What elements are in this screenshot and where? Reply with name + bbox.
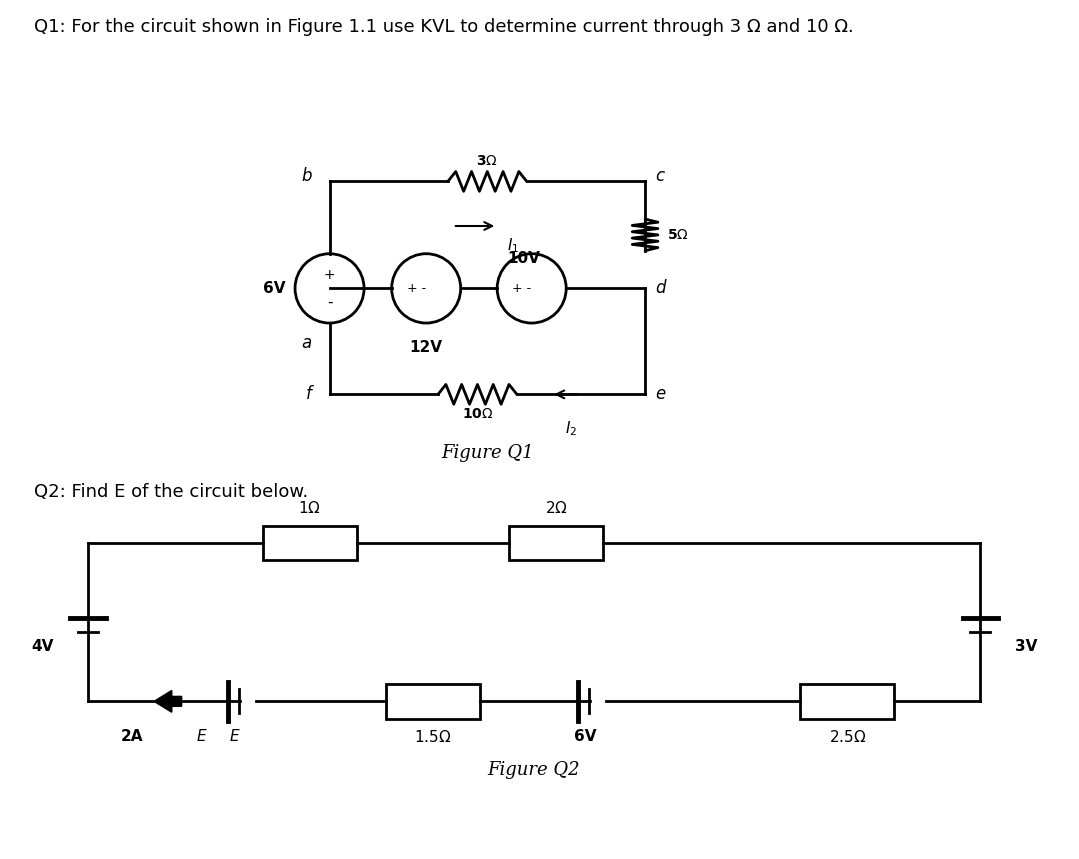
Text: E: E xyxy=(230,729,240,744)
Text: 2$\Omega$: 2$\Omega$ xyxy=(545,500,568,515)
Bar xyxy=(801,684,894,719)
Text: 2.5$\Omega$: 2.5$\Omega$ xyxy=(829,728,865,745)
Text: Q2: Find E of the circuit below.: Q2: Find E of the circuit below. xyxy=(33,484,308,502)
Text: c: c xyxy=(655,168,664,186)
Text: 3V: 3V xyxy=(1015,639,1037,655)
Text: b: b xyxy=(301,168,312,186)
Text: 4V: 4V xyxy=(31,639,54,655)
Text: I$_1$: I$_1$ xyxy=(507,236,519,254)
Text: 1.5$\Omega$: 1.5$\Omega$ xyxy=(414,728,452,745)
Text: 2A: 2A xyxy=(121,729,144,744)
Text: 3$\Omega$: 3$\Omega$ xyxy=(477,154,498,168)
Text: 6V: 6V xyxy=(262,281,285,295)
Bar xyxy=(386,684,480,719)
Text: 12V: 12V xyxy=(410,340,442,355)
Bar xyxy=(509,526,603,560)
Text: I$_2$: I$_2$ xyxy=(565,419,577,438)
Text: + -: + - xyxy=(513,282,531,295)
Text: E: E xyxy=(196,729,206,744)
Text: Q1: For the circuit shown in Figure 1.1 use KVL to determine current through 3 Ω: Q1: For the circuit shown in Figure 1.1 … xyxy=(33,18,853,36)
Text: -: - xyxy=(327,295,332,310)
Text: 10$\Omega$: 10$\Omega$ xyxy=(462,407,493,421)
Text: e: e xyxy=(655,386,665,404)
Text: 6V: 6V xyxy=(574,729,597,744)
Text: +: + xyxy=(324,267,336,282)
Text: Figure Q2: Figure Q2 xyxy=(488,761,579,779)
Text: + -: + - xyxy=(407,282,426,295)
Text: f: f xyxy=(306,386,312,404)
Bar xyxy=(263,526,357,560)
Text: 10V: 10V xyxy=(507,251,540,265)
FancyArrow shape xyxy=(154,691,181,712)
Text: d: d xyxy=(655,279,666,297)
Text: Figure Q1: Figure Q1 xyxy=(441,444,534,462)
Text: 1$\Omega$: 1$\Omega$ xyxy=(299,500,322,515)
Text: a: a xyxy=(301,334,312,352)
Text: 5$\Omega$: 5$\Omega$ xyxy=(667,228,688,242)
